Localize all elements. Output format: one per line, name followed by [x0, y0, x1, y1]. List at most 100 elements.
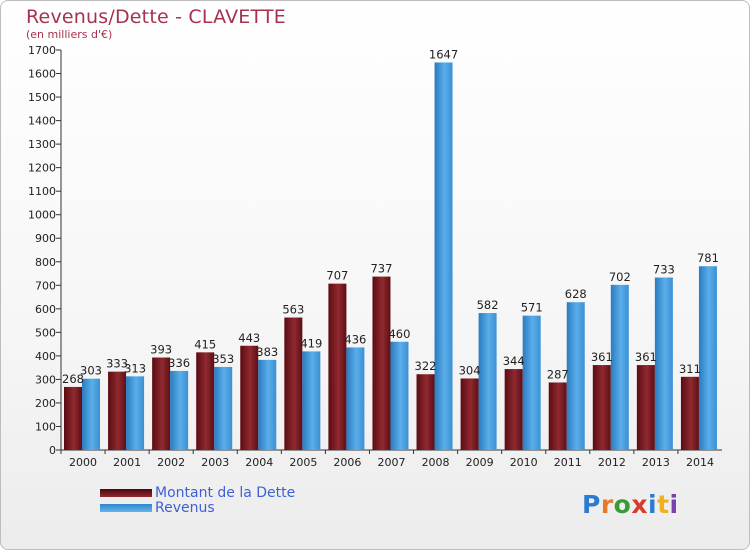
y-tick-label: 1700	[28, 44, 56, 57]
bar-revenus-2001	[126, 376, 145, 450]
y-tick-label: 500	[35, 326, 56, 339]
label-revenus-2005: 419	[300, 336, 322, 350]
bar-revenus-2006	[346, 347, 365, 450]
y-tick-label: 1100	[28, 185, 56, 198]
bar-dette-2007	[372, 276, 391, 450]
logo-letter: i	[648, 490, 658, 519]
label-revenus-2010: 571	[521, 301, 543, 315]
label-dette-2013: 361	[635, 350, 657, 364]
bars	[64, 62, 717, 451]
x-tick-label: 2002	[157, 456, 185, 469]
label-dette-2000: 268	[62, 372, 84, 386]
chart-subtitle: (en milliers d'€)	[26, 28, 113, 41]
bar-revenus-2009	[478, 313, 497, 450]
legend-swatch-dette	[100, 489, 152, 497]
label-revenus-2009: 582	[477, 298, 499, 312]
x-tick-label: 2001	[113, 456, 141, 469]
x-tick-label: 2006	[333, 456, 361, 469]
bar-dette-2014	[680, 376, 699, 450]
x-tick-label: 2011	[554, 456, 582, 469]
label-dette-2001: 333	[106, 357, 128, 371]
bar-revenus-2002	[170, 370, 189, 450]
label-dette-2006: 707	[326, 269, 348, 283]
bar-revenus-2011	[566, 302, 585, 450]
label-revenus-2002: 336	[168, 356, 190, 370]
bar-revenus-2008	[434, 62, 453, 451]
x-tick-label: 2003	[201, 456, 229, 469]
bar-revenus-2012	[610, 284, 629, 450]
bar-dette-2004	[240, 345, 259, 450]
y-tick-label: 400	[35, 350, 56, 363]
bar-revenus-2003	[214, 366, 233, 450]
bar-revenus-2005	[302, 351, 321, 450]
label-dette-2007: 737	[370, 262, 392, 276]
logo-letter: t	[657, 490, 670, 519]
label-revenus-2014: 781	[697, 251, 719, 265]
label-revenus-2008: 1647	[429, 47, 458, 61]
y-tick-label: 1300	[28, 138, 56, 151]
y-tick-label: 0	[49, 444, 56, 457]
x-tick-label: 2012	[598, 456, 626, 469]
label-revenus-2013: 733	[653, 263, 675, 277]
x-tick-label: 2014	[686, 456, 714, 469]
x-tick-label: 2009	[466, 456, 494, 469]
label-dette-2009: 304	[459, 363, 481, 377]
y-tick-label: 1500	[28, 91, 56, 104]
bar-dette-2013	[636, 365, 655, 450]
x-tick-label: 2013	[642, 456, 670, 469]
y-tick-label: 1600	[28, 68, 56, 81]
bar-dette-2011	[548, 382, 567, 450]
x-tick-label: 2010	[510, 456, 538, 469]
bar-dette-2003	[196, 352, 215, 450]
x-tick-label: 2007	[378, 456, 406, 469]
y-tick-label: 1000	[28, 209, 56, 222]
bar-dette-2009	[460, 378, 479, 450]
x-tick-label: 2000	[69, 456, 97, 469]
logo-letter: i	[669, 490, 679, 519]
label-dette-2002: 393	[150, 343, 172, 357]
label-dette-2012: 361	[591, 350, 613, 364]
legend-swatch-revenus	[100, 504, 152, 512]
bar-dette-2006	[328, 283, 347, 450]
label-dette-2008: 322	[415, 359, 437, 373]
y-tick-label: 200	[35, 397, 56, 410]
bar-dette-2002	[152, 357, 171, 450]
logo-letter: r	[600, 490, 614, 519]
proxiti-logo: Proxiti	[582, 490, 679, 519]
y-tick-label: 800	[35, 256, 56, 269]
bar-revenus-2013	[654, 277, 673, 450]
x-tick-label: 2008	[422, 456, 450, 469]
label-dette-2004: 443	[238, 331, 260, 345]
label-revenus-2000: 303	[80, 364, 102, 378]
bar-dette-2012	[592, 365, 611, 450]
x-tick-label: 2004	[245, 456, 273, 469]
y-tick-label: 300	[35, 373, 56, 386]
axes: 0 100 200 300 400 500 600 700 800 900 1000 1100 1200…	[28, 44, 722, 469]
x-tick-label: 2005	[289, 456, 317, 469]
label-dette-2005: 563	[282, 303, 304, 317]
label-revenus-2006: 436	[344, 332, 366, 346]
label-revenus-2001: 313	[124, 361, 146, 375]
bar-dette-2001	[108, 371, 127, 450]
label-revenus-2004: 383	[256, 345, 278, 359]
bar-revenus-2014	[698, 266, 717, 450]
logo-letter: P	[582, 490, 601, 519]
y-tick-label: 700	[35, 279, 56, 292]
y-tick-label: 900	[35, 232, 56, 245]
label-revenus-2011: 628	[565, 287, 587, 301]
bar-dette-2000	[64, 386, 82, 450]
y-tick-label: 1400	[28, 115, 56, 128]
bar-revenus-2010	[522, 315, 541, 450]
bar-revenus-2000	[82, 378, 100, 450]
y-tick-label: 600	[35, 303, 56, 316]
logo-letter: x	[631, 490, 648, 519]
label-revenus-2012: 702	[609, 270, 631, 284]
bar-revenus-2007	[390, 341, 409, 450]
label-revenus-2007: 460	[388, 327, 410, 341]
legend-label-dette: Montant de la Dette	[155, 485, 296, 501]
bar-dette-2008	[416, 374, 435, 450]
y-tick-label: 1200	[28, 162, 56, 175]
